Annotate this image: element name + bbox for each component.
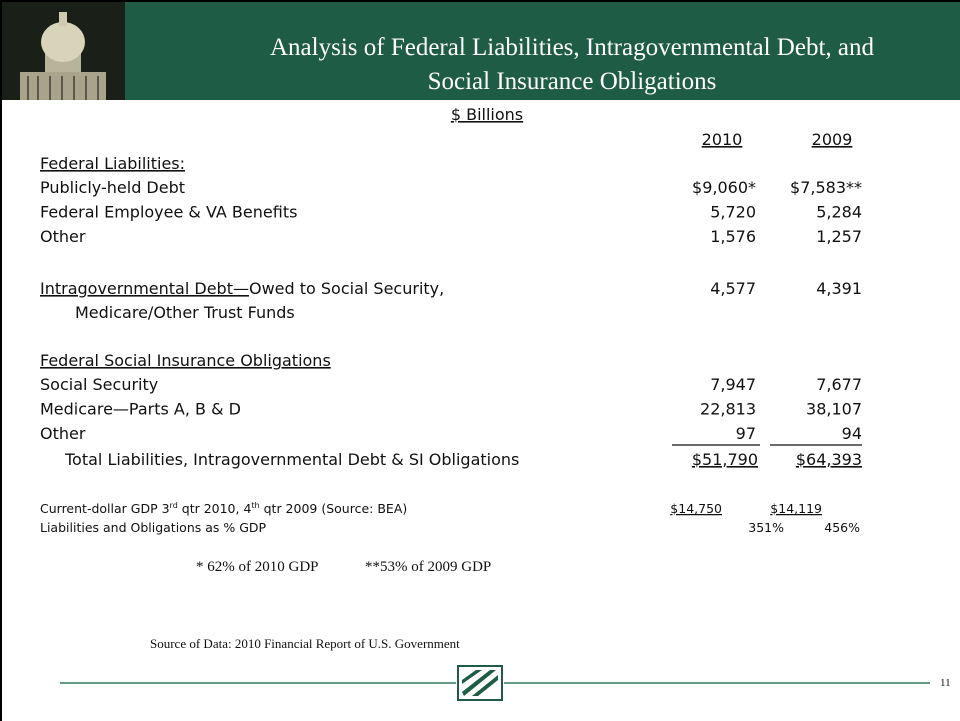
cell-value: 22,813: [700, 400, 756, 419]
cell-value: $7,583**: [790, 178, 862, 197]
units: $ Billions: [451, 105, 523, 124]
superscript: rd: [170, 501, 178, 510]
gdp-value: $14,750: [670, 501, 722, 516]
row-label-text: Owed to Social Security,: [249, 279, 444, 298]
percent-label: Liabilities and Obligations as % GDP: [40, 520, 267, 535]
section-heading: Federal Social Insurance Obligations: [40, 351, 331, 370]
total-value: $51,790: [692, 450, 758, 469]
cell-value: 97: [736, 424, 756, 443]
row-label: Social Security: [40, 375, 158, 394]
slide: Analysis of Federal Liabilities, Intrago…: [0, 0, 960, 721]
cell-value: 4,577: [710, 279, 756, 298]
cell-value: 94: [842, 424, 862, 443]
cell-value: 1,576: [710, 227, 756, 246]
cell-value: $9,060*: [692, 178, 756, 197]
title-line: Social Insurance Obligations: [428, 68, 717, 95]
cell-value: 4,391: [816, 279, 862, 298]
gdp-label-part: qtr 2009 (Source: BEA): [260, 501, 408, 516]
cell-value: 1,257: [816, 227, 862, 246]
footnote: **53% of 2009 GDP: [365, 559, 491, 575]
row-label: Other: [40, 424, 86, 443]
column-header: 2009: [812, 130, 853, 149]
row-label: Other: [40, 227, 86, 246]
gdp-label-part: qtr 2010, 4: [178, 501, 252, 516]
capitol-image: [2, 2, 125, 100]
row-label: Medicare—Parts A, B & D: [40, 400, 241, 419]
gdp-value: $14,119: [770, 501, 822, 516]
row-label: Intragovernmental Debt—Owed to Social Se…: [40, 279, 444, 298]
section-heading: Federal Liabilities:: [40, 154, 185, 173]
cell-value: 7,677: [816, 375, 862, 394]
section-heading: Intragovernmental Debt—: [40, 279, 249, 298]
row-label: Medicare/Other Trust Funds: [75, 303, 295, 322]
cell-value: 38,107: [806, 400, 862, 419]
total-label: Total Liabilities, Intragovernmental Deb…: [64, 450, 519, 469]
gdp-label-part: Current-dollar GDP 3: [40, 501, 170, 516]
title-line: Analysis of Federal Liabilities, Intrago…: [270, 34, 874, 61]
row-label: Federal Employee & VA Benefits: [40, 203, 297, 222]
cell-value: 5,284: [816, 203, 862, 222]
percent-value: 351%: [748, 520, 784, 535]
superscript: th: [251, 501, 259, 510]
total-value: $64,393: [796, 450, 862, 469]
percent-value: 456%: [824, 520, 860, 535]
footnote: * 62% of 2010 GDP: [196, 559, 319, 575]
cell-value: 5,720: [710, 203, 756, 222]
source: Source of Data: 2010 Financial Report of…: [150, 636, 460, 651]
gdp-label: Current-dollar GDP 3rd qtr 2010, 4th qtr…: [40, 501, 407, 516]
column-header: 2010: [702, 130, 743, 149]
row-label: Publicly-held Debt: [40, 178, 185, 197]
cell-value: 7,947: [710, 375, 756, 394]
logo: [458, 666, 502, 700]
page-number: 11: [940, 677, 951, 689]
